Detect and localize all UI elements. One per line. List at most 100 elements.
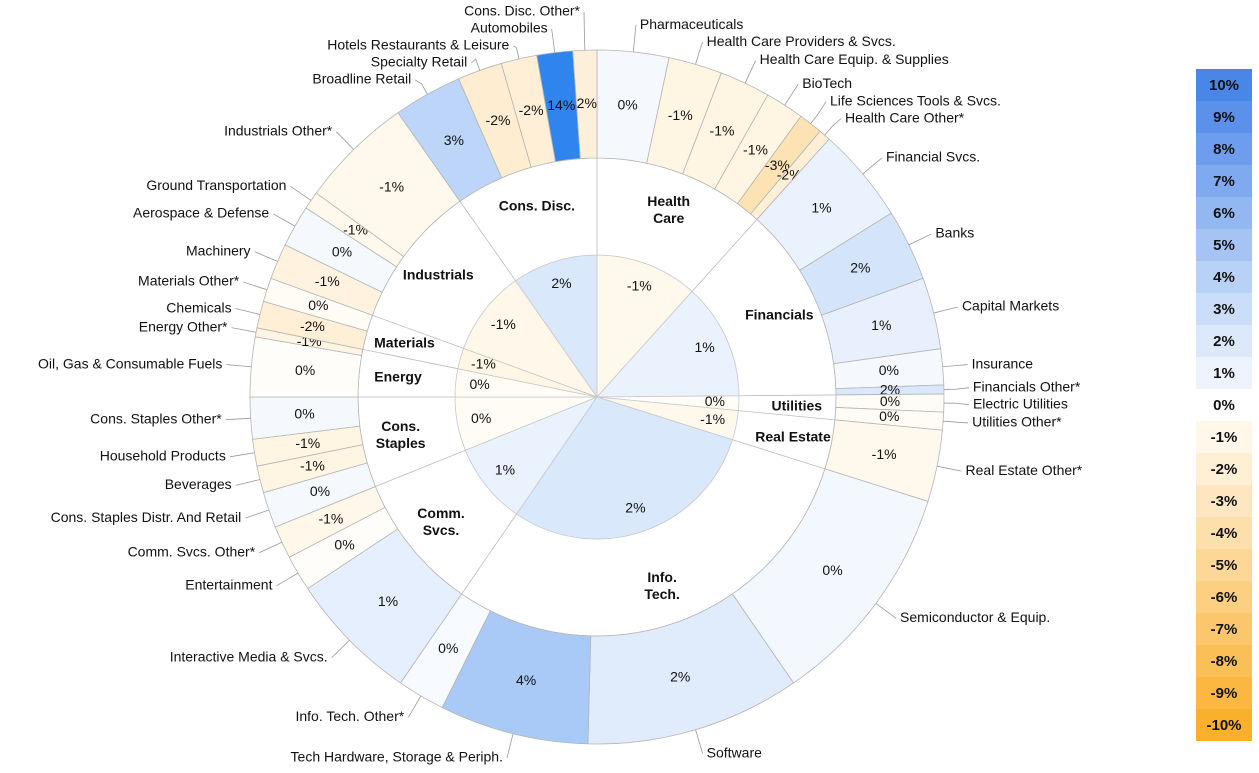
industry-value-label: 2%: [850, 259, 870, 275]
industry-value-label: 0%: [879, 408, 899, 424]
industry-value-label: 0%: [880, 393, 900, 409]
leader-line: [243, 281, 268, 291]
leader-line: [231, 327, 257, 333]
sector-divider: [732, 439, 826, 470]
industry-name: Financials Other*: [973, 378, 1081, 394]
sector-value-label: 1%: [694, 339, 714, 355]
legend-label: 6%: [1213, 205, 1235, 222]
sector-value-label: -1%: [700, 411, 725, 427]
industry-value-label: 0%: [879, 362, 899, 378]
legend-label: -4%: [1211, 525, 1238, 542]
industry-value-label: -1%: [743, 141, 768, 157]
industry-value-label: -1%: [668, 107, 693, 123]
leader-line: [810, 101, 827, 124]
legend-swatch: [1196, 709, 1252, 741]
industry-value-label: -1%: [379, 179, 404, 195]
legend-label: 3%: [1213, 301, 1235, 318]
leader-line: [744, 60, 757, 84]
sector-name: Cons. Disc.: [498, 197, 575, 214]
leader-line: [335, 131, 355, 150]
sector-segment: [464, 396, 599, 515]
leader-line: [943, 387, 969, 390]
sector-value-label: 2%: [551, 275, 571, 291]
sector-value-label: 1%: [495, 462, 515, 478]
leader-line: [695, 42, 704, 65]
industry-value-label: -1%: [300, 457, 325, 473]
legend-label: -1%: [1211, 429, 1238, 446]
legend-label: 10%: [1209, 77, 1239, 94]
legend-swatch: [1196, 357, 1252, 389]
industry-name: Insurance: [972, 355, 1034, 371]
leader-line: [632, 25, 637, 52]
leader-line: [695, 729, 704, 754]
sector-divider: [372, 314, 464, 349]
legend-label: 5%: [1213, 237, 1235, 254]
leader-line: [245, 509, 270, 519]
leader-line: [506, 733, 514, 759]
industry-name: Tech Hardware, Storage & Periph.: [291, 749, 503, 765]
industry-name: Energy Other*: [139, 318, 228, 334]
sector-segment: [596, 254, 693, 399]
industry-name: Health Care Other*: [845, 109, 965, 125]
leader-line: [259, 541, 283, 554]
legend-label: 9%: [1213, 109, 1235, 126]
leader-line: [331, 639, 350, 659]
industry-name: Specialty Retail: [371, 54, 468, 70]
leader-line: [235, 308, 261, 315]
industry-value-label: -1%: [872, 446, 897, 462]
industry-value-label: 0%: [294, 406, 314, 422]
leader-line: [273, 213, 296, 227]
legend-label: -5%: [1211, 557, 1238, 574]
leader-line: [225, 417, 251, 421]
industry-name: Capital Markets: [962, 298, 1059, 314]
industry-name: Health Care Providers & Svcs.: [707, 33, 896, 49]
industry-value-label: 0%: [618, 96, 638, 112]
industry-value-label: 0%: [310, 483, 330, 499]
industry-value-label: 0%: [332, 243, 352, 259]
industry-name: Ground Transportation: [146, 177, 286, 193]
legend-swatch: [1196, 133, 1252, 165]
industry-name: Hotels Restaurants & Leisure: [327, 37, 509, 53]
leader-line: [943, 402, 969, 406]
industry-name: Comm. Svcs. Other*: [128, 543, 256, 559]
leader-line: [936, 465, 962, 472]
sector-name: Utilities: [771, 397, 823, 414]
industry-name: Broadline Retail: [312, 71, 411, 87]
leader-line: [908, 233, 932, 246]
industry-name: Pharmaceuticals: [640, 16, 744, 32]
industry-name: Household Products: [100, 447, 226, 463]
industry-value-label: 2%: [880, 381, 900, 397]
industry-name: Cons. Staples Other*: [90, 410, 222, 426]
leader-line: [583, 11, 586, 51]
sector-segment: [516, 396, 733, 540]
legend-label: 7%: [1213, 173, 1235, 190]
industry-name: Interactive Media & Svcs.: [170, 648, 328, 664]
legend-label: -3%: [1211, 493, 1238, 510]
industry-value-label: -2%: [486, 112, 511, 128]
sector-name: Financials: [745, 306, 814, 323]
sector-value-label: -1%: [627, 278, 652, 294]
legend-label: 2%: [1213, 333, 1235, 350]
legend-label: -9%: [1211, 685, 1238, 702]
leader-line: [942, 364, 968, 368]
industry-value-label: -1%: [295, 435, 320, 451]
sector-value-label: 0%: [705, 393, 725, 409]
leader-line: [824, 118, 842, 136]
legend-label: 4%: [1213, 269, 1235, 286]
sector-segment: [463, 280, 599, 398]
sector-value-label: 0%: [471, 410, 491, 426]
legend-swatch: [1196, 261, 1252, 293]
sector-segment: [514, 254, 598, 399]
sector-value-label: -1%: [491, 316, 516, 332]
industry-value-label: 0%: [822, 562, 842, 578]
legend-swatch: [1196, 165, 1252, 197]
leader-line: [933, 306, 959, 314]
sector-name: Cons. Staples: [375, 418, 426, 452]
leader-line: [229, 452, 255, 458]
legend-swatch: [1196, 69, 1252, 101]
sector-name: Real Estate: [755, 428, 831, 445]
legend-swatch: [1196, 421, 1252, 453]
legend-swatch: [1196, 677, 1252, 709]
legend-swatch: [1196, 581, 1252, 613]
